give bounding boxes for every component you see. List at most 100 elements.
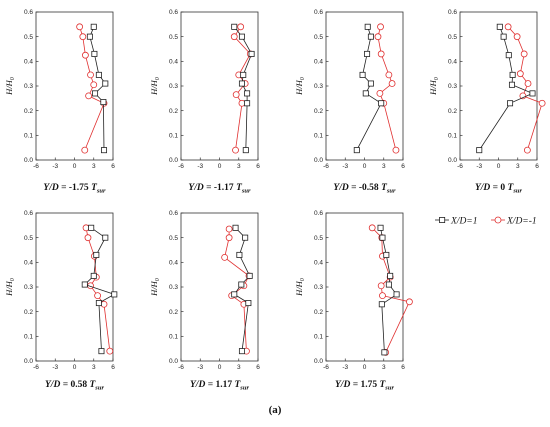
square-marker: [242, 147, 249, 154]
circle-marker: [94, 292, 101, 300]
x-tick-label: -3: [197, 364, 203, 371]
y-tick-label: 0.0: [314, 358, 323, 365]
series-line-xd-minus-1: [371, 227, 410, 353]
y-tick-label: 0.1: [24, 133, 33, 140]
y-axis-label: H/H0: [4, 278, 16, 297]
circle-marker: [388, 80, 396, 87]
panel-title: Y/D = -0.58 Tsur: [333, 183, 396, 195]
square-marker: [238, 348, 245, 355]
y-tick-label: 0.4: [314, 59, 323, 66]
x-tick-label: 6: [256, 364, 260, 371]
y-tick-label: 0.5: [448, 34, 457, 41]
y-tick-label: 0.5: [169, 34, 178, 41]
square-marker: [364, 50, 371, 57]
circle-marker: [538, 99, 546, 107]
y-axis-label: H/H0: [149, 278, 161, 297]
y-axis-label: H/H0: [149, 77, 161, 96]
y-tick-label: 0.4: [24, 59, 33, 66]
y-tick-label: 0.2: [24, 108, 33, 115]
x-tick-label: -6: [33, 364, 39, 371]
square-marker: [381, 349, 388, 356]
square-marker: [238, 281, 245, 288]
legend-circle-marker: [494, 216, 502, 224]
circle-marker: [504, 23, 512, 31]
x-tick-label: 0: [363, 364, 367, 371]
circle-marker: [85, 92, 93, 100]
circle-marker: [106, 347, 114, 355]
panel-title: Y/D = 0 Tsur: [475, 183, 523, 195]
circle-marker: [79, 33, 87, 41]
square-marker: [364, 23, 371, 30]
square-marker: [378, 301, 385, 308]
y-tick-label: 0.6: [448, 9, 457, 16]
square-marker: [86, 33, 93, 40]
series-line-xd-minus-1: [233, 26, 251, 151]
square-marker: [236, 251, 243, 258]
square-marker: [379, 234, 386, 241]
legend-label: X/D=-1: [506, 216, 537, 226]
square-marker: [95, 71, 102, 78]
square-marker: [244, 90, 251, 97]
square-marker: [81, 281, 88, 288]
square-marker: [93, 251, 100, 258]
x-tick-label: 0: [218, 364, 222, 371]
square-marker: [102, 80, 109, 87]
x-tick-label: 3: [237, 364, 241, 371]
y-tick-label: 0.5: [314, 34, 323, 41]
square-marker: [362, 90, 369, 97]
series-line-xd-1: [233, 26, 253, 151]
y-tick-label: 0.0: [169, 157, 178, 164]
x-tick-label: -3: [342, 163, 348, 170]
figure-label: (a): [268, 404, 282, 416]
y-tick-label: 0.3: [314, 83, 323, 90]
square-marker: [507, 100, 514, 107]
circle-marker: [238, 99, 246, 107]
x-tick-label: 6: [111, 364, 115, 371]
y-tick-label: 0.4: [169, 59, 178, 66]
x-tick-label: 0: [497, 163, 501, 170]
series-line-xd-1: [233, 227, 251, 352]
x-tick-label: 3: [382, 364, 386, 371]
square-marker: [98, 348, 105, 355]
y-tick-label: 0.5: [314, 235, 323, 242]
y-tick-label: 0.3: [169, 83, 178, 90]
y-tick-label: 0.1: [169, 133, 178, 140]
y-tick-label: 0.3: [448, 83, 457, 90]
square-marker: [90, 272, 97, 279]
circle-marker: [221, 253, 229, 261]
square-marker: [101, 147, 108, 154]
x-tick-label: -6: [323, 364, 329, 371]
y-tick-label: 0.1: [314, 334, 323, 341]
y-tick-label: 0.6: [24, 9, 33, 16]
legend-square-marker: [439, 216, 446, 223]
circle-marker: [84, 234, 92, 242]
circle-marker: [377, 50, 385, 58]
circle-marker: [232, 91, 240, 99]
circle-marker: [90, 81, 98, 89]
y-tick-label: 0.0: [448, 157, 457, 164]
x-tick-label: -3: [476, 163, 482, 170]
circle-marker: [377, 23, 384, 31]
x-tick-label: 0: [73, 364, 77, 371]
square-marker: [246, 272, 253, 279]
y-tick-label: 0.6: [169, 9, 178, 16]
x-tick-label: 3: [516, 163, 520, 170]
circle-marker: [406, 298, 413, 306]
square-marker: [387, 272, 394, 279]
panel-title: Y/D = 0.58 Tsur: [45, 380, 104, 392]
plot-frame: [35, 11, 114, 161]
square-marker: [245, 300, 252, 307]
square-marker: [378, 100, 385, 107]
square-marker: [240, 71, 247, 78]
square-marker: [353, 147, 360, 154]
circle-marker: [225, 225, 233, 233]
circle-marker: [513, 33, 521, 41]
panel-title: Y/D = -1.17 Tsur: [188, 183, 251, 195]
y-tick-label: 0.4: [169, 260, 178, 267]
square-marker: [91, 50, 98, 57]
y-tick-label: 0.2: [448, 108, 457, 115]
circle-marker: [368, 224, 376, 232]
x-tick-label: -3: [342, 364, 348, 371]
y-tick-label: 0.1: [169, 334, 178, 341]
y-tick-label: 0.5: [24, 34, 33, 41]
